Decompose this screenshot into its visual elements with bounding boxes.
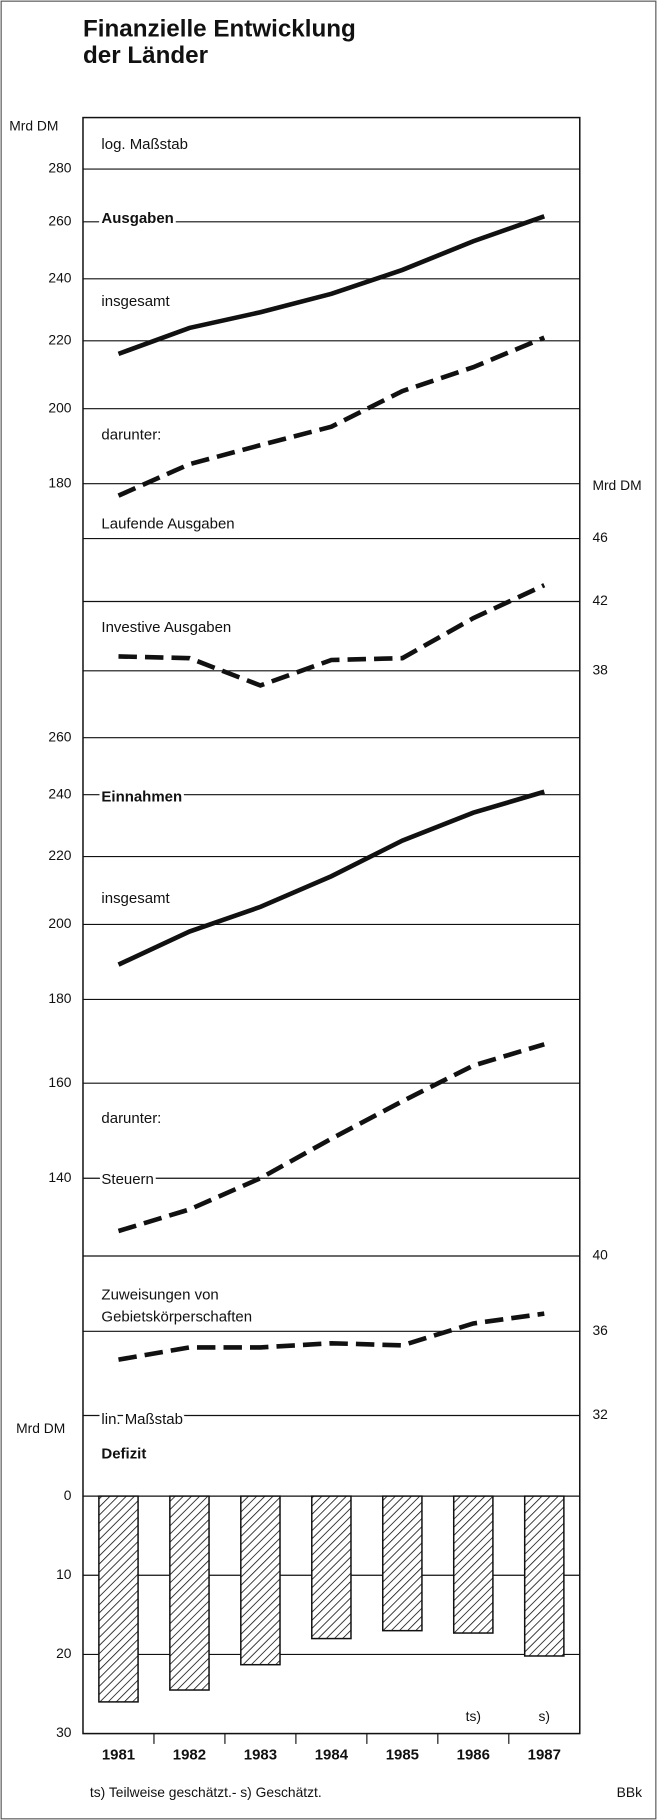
x-tick-label: 1987 xyxy=(528,1746,561,1763)
x-tick-label: 1982 xyxy=(173,1746,206,1763)
line xyxy=(118,583,546,688)
annotation: log. Maßstab xyxy=(101,136,188,153)
series-label: Steuern xyxy=(101,1171,153,1188)
tick-label: 30 xyxy=(56,1724,72,1740)
tick-label: 240 xyxy=(48,269,71,285)
tick-label: 180 xyxy=(48,990,71,1006)
annotation: darunter: xyxy=(101,427,161,444)
tick-label: 46 xyxy=(592,529,608,545)
x-tick-label: 1986 xyxy=(457,1746,490,1763)
bar xyxy=(382,1495,423,1632)
tick-label: 0 xyxy=(64,1487,72,1503)
series-label: insgesamt xyxy=(101,890,170,907)
bar xyxy=(523,1495,565,1657)
tick-label: 32 xyxy=(592,1406,607,1422)
annotation: Einnahmen xyxy=(101,789,182,806)
tick-label: 160 xyxy=(48,1074,71,1090)
annotation: Ausgaben xyxy=(101,210,173,227)
line xyxy=(118,1311,545,1362)
axis-label: Mrd DM xyxy=(592,477,641,493)
footnote: ts) Teilweise geschätzt.- s) Geschätzt. xyxy=(90,1784,322,1800)
series-label: insgesamt xyxy=(101,293,170,310)
source: BBk xyxy=(617,1784,642,1800)
tick-label: 38 xyxy=(592,661,608,677)
tick-label: 10 xyxy=(56,1566,72,1582)
tick-label: 240 xyxy=(48,785,71,801)
bar-note: ts) xyxy=(466,1708,481,1724)
x-tick-label: 1983 xyxy=(244,1746,277,1763)
axis-label: Mrd DM xyxy=(16,1420,65,1436)
tick-label: 220 xyxy=(48,847,71,863)
title: Finanzielle Entwicklung xyxy=(83,15,356,42)
x-tick-label: 1984 xyxy=(315,1746,349,1763)
tick-label: 36 xyxy=(592,1322,608,1338)
tick-label: 260 xyxy=(48,212,71,228)
series-label: Investive Ausgaben xyxy=(101,619,231,636)
tick-label: 140 xyxy=(48,1169,71,1185)
bar xyxy=(240,1495,281,1666)
series-label: Laufende Ausgaben xyxy=(101,515,234,532)
tick-label: 42 xyxy=(592,592,607,608)
axis-label: Mrd DM xyxy=(9,117,58,133)
bar xyxy=(98,1495,139,1703)
annotation: lin. Maßstab xyxy=(101,1411,183,1428)
tick-label: 280 xyxy=(48,160,71,176)
tick-label: 40 xyxy=(592,1247,608,1263)
series-label: Zuweisungen von xyxy=(101,1287,218,1304)
bar xyxy=(311,1495,352,1640)
tick-label: 200 xyxy=(48,399,71,415)
line xyxy=(117,789,545,967)
annotation: Defizit xyxy=(101,1446,146,1463)
line xyxy=(117,335,546,498)
plot-frame xyxy=(82,116,581,1735)
bar xyxy=(169,1495,210,1691)
tick-label: 260 xyxy=(48,728,71,744)
annotation: darunter: xyxy=(101,1110,161,1127)
title: der Länder xyxy=(83,42,209,69)
tick-label: 220 xyxy=(48,331,71,347)
line xyxy=(117,214,546,357)
series-label: Gebietskörperschaften xyxy=(101,1308,252,1325)
x-tick-label: 1981 xyxy=(102,1746,135,1763)
tick-label: 200 xyxy=(48,915,71,931)
tick-label: 180 xyxy=(48,474,71,490)
x-tick-label: 1985 xyxy=(386,1746,419,1763)
line xyxy=(117,1042,545,1234)
tick-label: 20 xyxy=(56,1645,72,1661)
bar xyxy=(452,1495,494,1634)
bar-note: s) xyxy=(539,1708,551,1724)
